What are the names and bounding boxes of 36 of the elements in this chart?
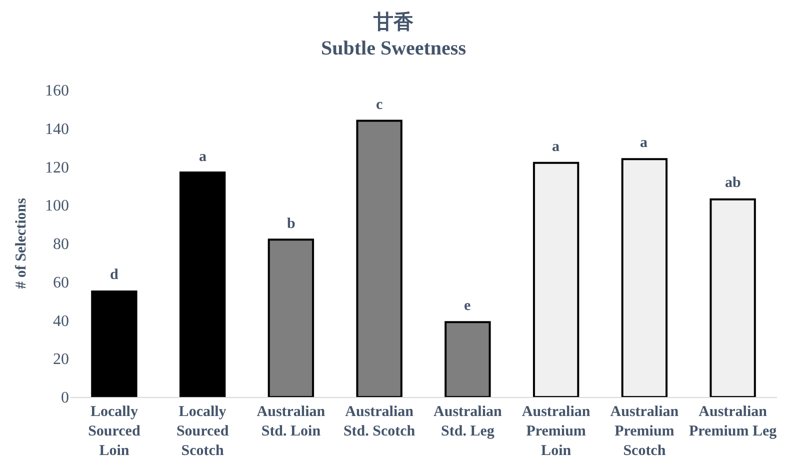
y-tick-label: 20 <box>53 351 69 368</box>
bar <box>710 198 756 397</box>
chart-subtitle: Subtle Sweetness <box>320 37 466 60</box>
bar <box>621 158 668 397</box>
annotation: a <box>640 135 648 151</box>
x-tick-label: Locally Sourced Loin <box>88 404 141 459</box>
annotation: d <box>110 267 119 283</box>
x-tick-label: Australian Premium Loin <box>522 404 591 459</box>
y-tick-label: 40 <box>53 312 69 330</box>
bar <box>444 321 491 397</box>
bar <box>268 238 314 397</box>
bar <box>532 162 580 397</box>
annotation: a <box>199 149 207 165</box>
x-tick-label: Locally Sourced Scotch <box>176 404 230 459</box>
annotation: ab <box>725 175 741 191</box>
y-tick-label: 140 <box>45 120 69 138</box>
x-tick-label: Australian Premium Scotch <box>610 404 680 459</box>
x-tick-label: Australian Std. Leg <box>434 404 503 440</box>
y-tick-label: 120 <box>45 159 69 176</box>
annotation: b <box>287 216 296 232</box>
annotation: e <box>464 298 471 314</box>
chart-title: 甘香 <box>372 10 414 34</box>
x-tick-label: Australian Std. Scotch <box>343 404 416 440</box>
y-tick-label: 100 <box>45 198 69 215</box>
bar <box>179 172 226 397</box>
y-tick-label: 160 <box>45 82 69 100</box>
x-tick-label: Australian Std. Loin <box>256 404 326 440</box>
annotation: a <box>552 139 560 155</box>
bar <box>356 120 402 397</box>
bar <box>91 290 138 397</box>
y-axis-title: # of Selections <box>13 198 30 289</box>
y-tick-label: 0 <box>61 390 69 407</box>
x-tick-label: Australian Premium Leg <box>688 404 778 440</box>
y-tick-label: 80 <box>53 236 69 254</box>
y-tick-label: 60 <box>53 274 69 292</box>
annotation: c <box>376 97 383 113</box>
